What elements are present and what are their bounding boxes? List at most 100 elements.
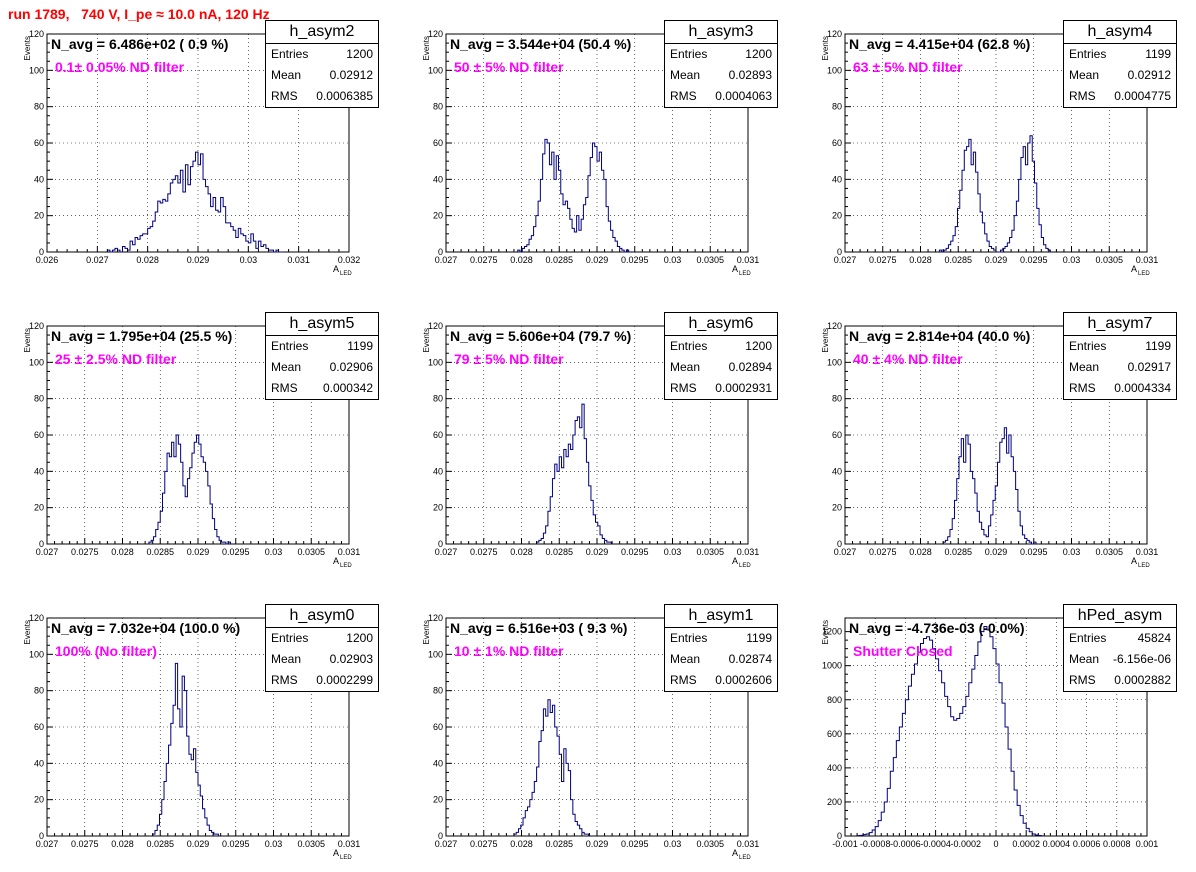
x-tick-label: 0.0305 bbox=[297, 547, 325, 557]
stats-key: Mean bbox=[670, 68, 701, 82]
x-tick-label: 0 bbox=[993, 839, 998, 849]
x-tick-label: 0.03 bbox=[664, 547, 682, 557]
y-tick-label: 400 bbox=[827, 763, 842, 773]
x-tick-label: 0.0295 bbox=[1020, 255, 1048, 265]
stats-row-rms: RMS 0.0004775 bbox=[1064, 86, 1176, 107]
stats-key: Entries bbox=[271, 631, 309, 645]
y-tick-label: 100 bbox=[827, 357, 842, 367]
navg-label: N_avg = 6.516e+03 ( 9.3 %) bbox=[450, 620, 628, 636]
navg-label: N_avg = 7.032e+04 (100.0 %) bbox=[51, 620, 241, 636]
x-tick-label: 0.029 bbox=[985, 255, 1008, 265]
stats-row-entries: Entries 1199 bbox=[1064, 44, 1176, 65]
y-tick-label: 1200 bbox=[822, 627, 842, 637]
navg-label: N_avg = 4.415e+04 (62.8 %) bbox=[849, 36, 1031, 52]
y-tick-label: 20 bbox=[34, 503, 44, 513]
stats-value: 1200 bbox=[745, 47, 772, 61]
y-tick-label: 200 bbox=[827, 797, 842, 807]
y-tick-label: 40 bbox=[433, 174, 443, 184]
x-tick-label: -0.0004 bbox=[920, 839, 951, 849]
x-axis-label: A bbox=[1131, 556, 1137, 566]
x-tick-label: 0.027 bbox=[435, 255, 458, 265]
x-axis-label-subscript: LED bbox=[1138, 271, 1150, 277]
x-tick-label: 0.031 bbox=[737, 839, 760, 849]
stats-key: RMS bbox=[271, 673, 298, 687]
y-tick-label: 100 bbox=[29, 65, 44, 75]
x-axis-label-subscript: LED bbox=[739, 855, 751, 861]
y-tick-label: 60 bbox=[433, 138, 443, 148]
histogram-name: h_asym6 bbox=[665, 313, 777, 336]
y-tick-label: 0 bbox=[837, 831, 842, 841]
stats-row-rms: RMS 0.0006385 bbox=[266, 86, 378, 107]
x-tick-label: 0.028 bbox=[111, 547, 134, 557]
stats-key: RMS bbox=[1069, 673, 1096, 687]
stats-value: 0.02893 bbox=[728, 68, 772, 82]
x-tick-label: 0.0305 bbox=[1095, 547, 1123, 557]
y-tick-label: 40 bbox=[832, 174, 842, 184]
y-tick-label: 40 bbox=[433, 466, 443, 476]
x-tick-label: 0.027 bbox=[86, 255, 109, 265]
x-tick-label: -0.0008 bbox=[860, 839, 891, 849]
histogram-series-h_asym3 bbox=[517, 138, 630, 253]
y-tick-label: 40 bbox=[832, 466, 842, 476]
stats-key: Entries bbox=[1069, 339, 1107, 353]
y-tick-label: 40 bbox=[433, 758, 443, 768]
x-tick-label: 0.029 bbox=[586, 547, 609, 557]
x-tick-label: 0.028 bbox=[909, 255, 932, 265]
histogram-name: h_asym1 bbox=[665, 605, 777, 628]
x-tick-label: 0.029 bbox=[586, 839, 609, 849]
histogram-series-h_asym2 bbox=[106, 151, 284, 253]
y-tick-label: 120 bbox=[827, 29, 842, 39]
stats-row-mean: Mean 0.02912 bbox=[266, 65, 378, 86]
stats-key: RMS bbox=[670, 673, 697, 687]
x-tick-label: 0.027 bbox=[36, 839, 59, 849]
x-axis-label-subscript: LED bbox=[340, 855, 352, 861]
stats-value: 1200 bbox=[346, 47, 373, 61]
filter-label: 63 ± 5% ND filter bbox=[853, 59, 963, 75]
stats-value: 0.000342 bbox=[322, 381, 373, 395]
x-axis-label-subscript: LED bbox=[739, 563, 751, 569]
x-tick-label: 0.029 bbox=[187, 547, 210, 557]
histogram-series-h_asym5 bbox=[148, 434, 231, 545]
x-tick-label: 0.028 bbox=[111, 839, 134, 849]
y-tick-label: 80 bbox=[34, 394, 44, 404]
histogram-name: h_asym0 bbox=[266, 605, 378, 628]
y-axis-label: Events bbox=[821, 36, 830, 60]
x-tick-label: 0.028 bbox=[510, 255, 533, 265]
stats-key: Entries bbox=[271, 339, 309, 353]
x-tick-label: 0.03 bbox=[265, 547, 283, 557]
stats-key: RMS bbox=[1069, 381, 1096, 395]
y-tick-label: 0 bbox=[438, 539, 443, 549]
x-tick-label: 0.0275 bbox=[869, 547, 897, 557]
y-tick-label: 60 bbox=[832, 138, 842, 148]
histogram-series-h_asym4 bbox=[938, 135, 1051, 253]
x-tick-label: 0.0295 bbox=[621, 547, 649, 557]
y-tick-label: 80 bbox=[433, 394, 443, 404]
x-tick-label: 0.0305 bbox=[1095, 255, 1123, 265]
x-tick-label: 0.031 bbox=[287, 255, 310, 265]
y-tick-label: 20 bbox=[34, 211, 44, 221]
stats-key: Mean bbox=[271, 652, 302, 666]
x-tick-label: 0.0295 bbox=[621, 839, 649, 849]
navg-label: N_avg = -4.736e-03 (-0.0%) bbox=[849, 620, 1025, 636]
x-tick-label: 0.0285 bbox=[146, 547, 174, 557]
stats-row-rms: RMS 0.0002606 bbox=[665, 670, 777, 691]
x-axis-label-subscript: LED bbox=[340, 563, 352, 569]
stats-value: 0.0004334 bbox=[1114, 381, 1171, 395]
y-tick-label: 80 bbox=[433, 686, 443, 696]
stats-value: 1199 bbox=[1145, 47, 1171, 61]
y-tick-label: 100 bbox=[428, 65, 443, 75]
stats-value: 0.0002931 bbox=[715, 381, 772, 395]
x-axis-label: A bbox=[732, 848, 738, 858]
y-axis-label: Events bbox=[23, 36, 32, 60]
stats-key: Entries bbox=[670, 47, 708, 61]
histogram-series-h_asym1 bbox=[513, 699, 590, 836]
x-tick-label: 0.0008 bbox=[1103, 839, 1131, 849]
y-tick-label: 40 bbox=[34, 758, 44, 768]
stats-row-rms: RMS 0.0002931 bbox=[665, 378, 777, 399]
y-tick-label: 60 bbox=[832, 430, 842, 440]
stats-value: 0.02917 bbox=[1127, 360, 1171, 374]
